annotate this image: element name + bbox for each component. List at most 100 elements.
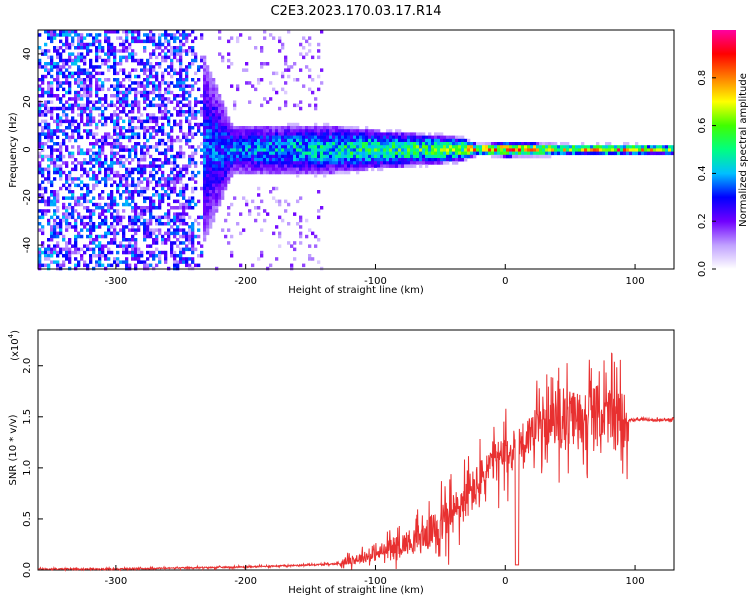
spectrogram-cell-2360	[209, 167, 213, 172]
spectrogram-cell-3931	[533, 148, 537, 152]
spectrogram-cell-1896	[176, 36, 180, 40]
spectrogram-cell-2542	[224, 122, 228, 127]
spectrogram-cell-2761	[254, 148, 258, 152]
spectrogram-cell-3065	[296, 142, 300, 146]
spectrogram-cell-1046	[113, 161, 117, 165]
spectrogram-cell-2965	[281, 218, 285, 223]
spectrogram-cell-2303	[206, 148, 210, 152]
spectrogram-cell-1544	[149, 119, 153, 124]
spectrogram-cell-2879	[272, 71, 276, 76]
spectrogram-cell-1692	[158, 260, 162, 264]
spectrogram-cell-2402	[212, 151, 216, 156]
spectrogram-cell-1276	[131, 49, 135, 53]
spectrogram-cell-3440	[359, 132, 363, 136]
spectrogram-cell-872	[101, 81, 105, 85]
spectrogram-cell-2117	[191, 78, 195, 82]
spectrogram-cell-1967	[179, 170, 183, 175]
spectrogram-cell-715	[89, 110, 93, 114]
spectrogram-cell-2595	[230, 62, 234, 66]
spectrogram-cell-170	[50, 84, 54, 88]
spectrogram-cell-3250	[320, 154, 324, 159]
spectrogram-cell-1696	[161, 55, 165, 60]
spectrogram-cell-764	[92, 164, 96, 168]
spectrogram-cell-2319	[206, 199, 210, 204]
spectrogram-cell-3058	[296, 103, 300, 108]
spectrogram-cell-2500	[218, 196, 222, 200]
spectrogram-cell-3068	[296, 151, 300, 156]
spectrogram-cell-799	[95, 100, 99, 104]
spectrogram-cell-898	[101, 244, 105, 248]
spectrogram-cell-2963	[281, 167, 285, 172]
spectrogram-cell-2056	[185, 186, 189, 191]
spectrogram-cell-3414	[353, 138, 357, 143]
spectrogram-cell-1968	[179, 174, 183, 178]
spectrogram-cell-4049	[629, 148, 633, 152]
spectrogram-cell-197	[50, 228, 54, 232]
spectrogram-cell-1751	[164, 142, 168, 146]
spectrogram-cell-3468	[365, 135, 369, 140]
spectrogram-cell-3659	[413, 145, 417, 149]
spectrogram-cell-3238	[320, 30, 324, 34]
spectrogram-cell-492	[71, 244, 75, 248]
spectrogram-cell-2006	[182, 151, 186, 156]
spectrogram-cell-1700	[161, 78, 165, 82]
spectrogram-cell-168	[50, 74, 54, 79]
spectrogram-cell-3321	[335, 126, 339, 130]
spectrogram-cell-820	[95, 254, 99, 258]
spectrogram-cell-3127	[305, 65, 309, 69]
spectrogram-cell-911	[104, 94, 108, 98]
spectrogram-cell-3653	[410, 161, 414, 165]
spectrogram-cell-543	[77, 68, 81, 72]
spectrogram-cell-2662	[239, 138, 243, 143]
spectrogram-cell-2058	[185, 202, 189, 207]
spectrogram-cell-2926	[278, 132, 282, 136]
spectrogram-cell-2645	[236, 138, 240, 143]
spectrogram-cell-3889	[509, 142, 513, 146]
spectrogram-cell-47	[41, 87, 45, 92]
spectrogram-cell-4025	[608, 145, 612, 149]
spectrogram-cell-758	[92, 135, 96, 140]
spectrogram-cell-220	[53, 158, 57, 162]
spectrogram-cell-1857	[173, 52, 177, 56]
spectrogram-cell-3701	[425, 148, 429, 152]
spectrogram-cell-1313	[131, 238, 135, 242]
spectrogram-cell-2416	[212, 196, 216, 200]
spectrogram-cell-2324	[206, 215, 210, 220]
spectrogram-cell-87	[44, 74, 48, 79]
spectrogram-cell-2298	[206, 132, 210, 136]
spectrogram-cell-724	[89, 154, 93, 159]
spectrogram-cell-3698	[425, 138, 429, 143]
spectrogram-cell-809	[95, 161, 99, 165]
spectrogram-cell-860	[98, 244, 102, 248]
spectrogram-cell-1398	[137, 225, 141, 229]
spectrogram-cell-1553	[149, 174, 153, 178]
spectrogram-cell-3558	[386, 148, 390, 152]
spectrogram-cell-2090	[188, 154, 192, 159]
spectrogram-cell-1111	[119, 55, 123, 60]
spectrogram-cell-3381	[347, 126, 351, 130]
spectrogram-cell-980	[110, 46, 114, 50]
spectrogram-cell-1286	[131, 110, 135, 114]
spectrogram-cell-3565	[389, 132, 393, 136]
spectrogram-cell-615	[80, 234, 84, 239]
spectrogram-cell-3311	[332, 142, 336, 146]
spectrogram-cell-836	[98, 106, 102, 111]
spectrogram-cell-2974	[284, 126, 288, 130]
spectrogram-cell-2602	[230, 138, 234, 143]
spectrogram-cell-2186	[197, 126, 201, 130]
spectrogram-cell-673	[86, 116, 90, 120]
spectrogram-cell-23	[38, 164, 42, 168]
spectrogram-cell-2217	[200, 250, 204, 255]
spectrogram-cell-1824	[170, 81, 174, 85]
snr-y-label: SNR (10 * v/v)	[8, 414, 19, 485]
spectrogram-cell-699	[89, 33, 93, 37]
spectrogram-cell-2317	[206, 193, 210, 197]
spectrogram-cell-3786	[452, 148, 456, 152]
spectrogram-cell-1852	[173, 33, 177, 37]
spectrogram-cell-2288	[206, 100, 210, 104]
spectrogram-cell-1964	[179, 151, 183, 156]
spectrogram-cell-1337	[134, 142, 138, 146]
spectrogram-cell-1495	[146, 90, 150, 95]
spectrogram-cell-244	[56, 46, 60, 50]
spectrogram-cell-2384	[212, 94, 216, 98]
